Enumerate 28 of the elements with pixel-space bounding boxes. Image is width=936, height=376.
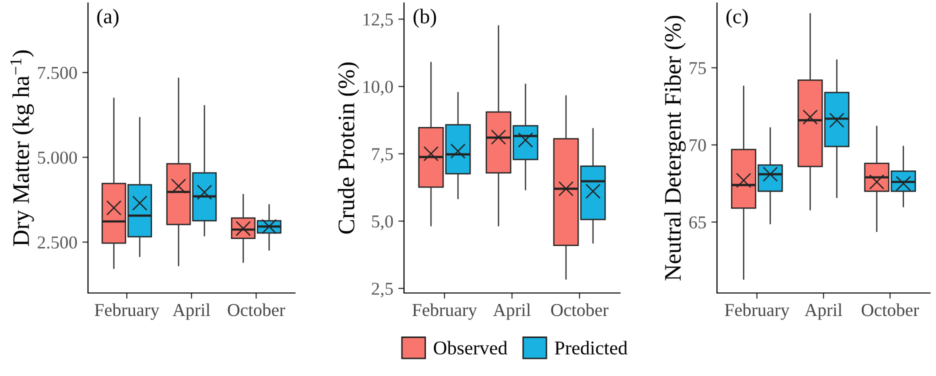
- y-tick-label: 10,0: [364, 80, 393, 96]
- chart-title: (c): [726, 8, 748, 28]
- y-tick-label: 5.000: [38, 152, 77, 164]
- chart-title: (b): [414, 8, 436, 28]
- legend-label: Predicted: [554, 340, 628, 355]
- x-tick-label: October: [862, 303, 919, 316]
- y-tick-label: 2,5: [372, 282, 393, 298]
- y-tick-label: 7.500: [38, 66, 77, 80]
- y-tick-label: 70: [690, 139, 706, 152]
- y-tick-label: 65: [689, 216, 706, 228]
- x-tick-label: April: [493, 303, 531, 320]
- y-axis-title: Dry Matter (kg ha$^{−1}$): [10, 50, 34, 246]
- x-tick-label: April: [172, 303, 210, 320]
- x-tick-label: October: [228, 303, 286, 316]
- y-tick-label: 7,5: [372, 148, 393, 163]
- y-axis-title: Crude Protein (%): [338, 62, 360, 234]
- x-tick-label: February: [94, 303, 160, 320]
- y-tick-label: 5,0: [372, 215, 393, 230]
- chart-title: (a): [97, 8, 118, 28]
- y-tick-label: 75: [690, 62, 706, 74]
- y-axis-title: Neutral Detergent Fiber (%): [664, 16, 686, 281]
- x-tick-label: April: [804, 303, 842, 320]
- y-tick-label: 2.500: [38, 236, 77, 249]
- y-tick-label: 12,5: [364, 13, 393, 28]
- x-tick-label: February: [412, 303, 478, 320]
- x-tick-label: October: [551, 303, 608, 316]
- x-tick-label: February: [724, 303, 790, 320]
- legend-label: Observed: [434, 340, 508, 355]
